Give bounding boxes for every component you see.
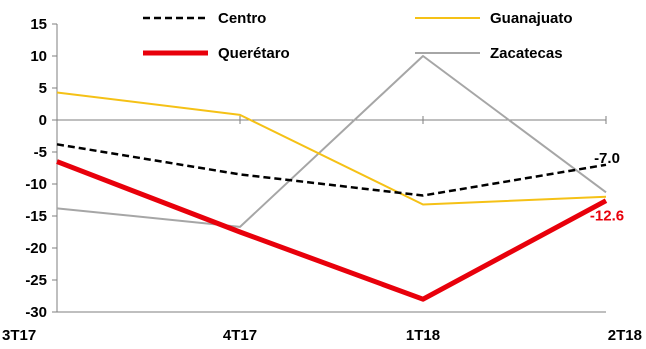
y-tick-label: -25	[25, 272, 47, 289]
data-labels: -7.0 -12.6	[590, 150, 624, 225]
y-tick-label: -30	[25, 304, 47, 321]
series-line-queretaro	[56, 159, 608, 302]
chart-legend: Centro Guanajuato Querétaro Zacatecas	[143, 10, 573, 62]
y-tick-label: -20	[25, 240, 47, 257]
series-line-centro	[56, 143, 607, 197]
data-label-queretaro: -12.6	[590, 208, 624, 225]
legend-label-centro: Centro	[218, 10, 266, 27]
y-axis-ticks: 15 10 5 0 -5 -10 -15 -20 -25 -30	[25, 16, 57, 321]
x-tick-label: 4T17	[223, 327, 257, 344]
y-tick-label: 15	[30, 16, 47, 33]
chart-axes	[56, 24, 606, 313]
y-tick-label: -10	[25, 176, 47, 193]
y-tick-label: -5	[34, 144, 47, 161]
series-lines	[56, 55, 608, 302]
legend-label-guanajuato: Guanajuato	[490, 10, 573, 27]
x-axis-ticks: 3T17 4T17 1T18 2T18	[2, 116, 642, 344]
data-label-centro: -7.0	[594, 150, 620, 167]
series-line-zacatecas	[56, 55, 607, 228]
x-tick-label: 1T18	[406, 327, 440, 344]
y-tick-label: -15	[25, 208, 47, 225]
y-tick-label: 5	[39, 80, 47, 97]
x-tick-label: 3T17	[2, 327, 36, 344]
legend-label-zacatecas: Zacatecas	[490, 45, 563, 62]
series-line-guanajuato	[56, 91, 607, 206]
x-tick-label: 2T18	[608, 327, 642, 344]
y-tick-label: 0	[39, 112, 47, 129]
legend-label-queretaro: Querétaro	[218, 45, 290, 62]
y-tick-label: 10	[30, 48, 47, 65]
